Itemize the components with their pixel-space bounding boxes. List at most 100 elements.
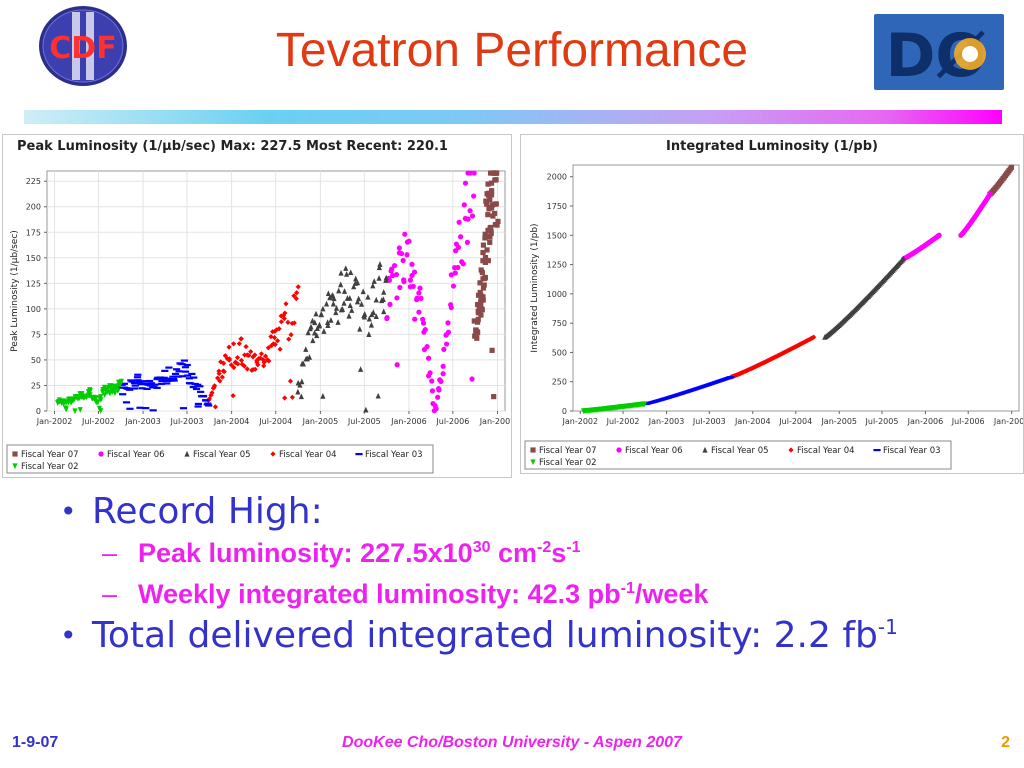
integrated-luminosity-chart: 0 250 500 750 1000 1250 1500 1750 2000 Jan-2002 Ju…: [524, 164, 1024, 470]
data-point: [98, 408, 104, 414]
data-point: [169, 375, 177, 378]
data-point: [149, 409, 157, 412]
data-point: [274, 338, 281, 344]
data-point: [429, 388, 436, 394]
y-tick-label: 175: [26, 228, 41, 237]
data-point: [477, 289, 483, 296]
data-point: [727, 376, 735, 379]
legend: Fiscal Year 07 Fiscal Year 06 Fiscal Year …: [6, 444, 434, 474]
data-point: [398, 250, 405, 257]
data-point: [184, 374, 192, 377]
data-point: [480, 249, 486, 256]
data-point: [416, 290, 422, 296]
data-point: [180, 359, 189, 362]
data-point: [377, 261, 383, 267]
data-point: [272, 328, 278, 334]
data-point: [333, 309, 339, 316]
data-point: [150, 385, 158, 388]
data-point: [268, 334, 274, 340]
legend-marker: [702, 446, 708, 453]
data-point: [381, 289, 387, 295]
data-point: [323, 300, 330, 307]
data-point: [495, 218, 501, 224]
data-point: [351, 283, 357, 290]
data-point: [394, 295, 400, 301]
legend-marker: [98, 451, 104, 457]
data-point: [118, 378, 124, 385]
data-point: [283, 301, 289, 307]
data-point: [438, 378, 444, 384]
data-point: [276, 326, 282, 332]
data-point: [424, 344, 430, 350]
data-point: [87, 392, 93, 398]
data-point: [383, 274, 389, 281]
data-point: [134, 379, 142, 382]
data-point: [183, 363, 191, 367]
legend-label: Fiscal Year 03: [365, 450, 423, 460]
data-point: [119, 393, 127, 396]
data-point: [464, 239, 471, 245]
bullet-dot: •: [60, 495, 77, 528]
data-point: [436, 386, 442, 392]
data-point: [391, 262, 398, 269]
data-point: [482, 259, 489, 265]
data-point: [440, 371, 446, 377]
peak-luminosity-chart: 0 25 50 75 100 125 150 175 200 225 Jan-2002 Jul-200…: [6, 170, 515, 474]
data-point: [288, 332, 294, 338]
data-point: [370, 282, 376, 289]
legend-box: [6, 444, 434, 474]
data-point: [493, 170, 499, 176]
data-point: [262, 353, 269, 359]
y-tick-label: 1750: [547, 202, 567, 211]
y-tick-label: 250: [552, 378, 567, 387]
data-point: [212, 404, 219, 410]
y-tick-label: 500: [552, 348, 567, 357]
data-point: [433, 406, 439, 412]
data-point: [161, 369, 169, 372]
data-point: [455, 244, 462, 251]
data-point: [199, 395, 207, 398]
data-point: [205, 404, 213, 407]
data-point: [173, 368, 181, 371]
x-tick-label: Jan-2005: [302, 417, 339, 426]
legend-label: Fiscal Year 04: [279, 450, 337, 460]
bullet-sup: -1: [877, 615, 898, 640]
data-point: [489, 347, 495, 353]
y-tick-label: 225: [26, 177, 41, 186]
bullet-list: • Record High: – Peak luminosity: 227.5x1…: [60, 490, 1000, 657]
data-point: [303, 346, 309, 352]
legend-marker: [873, 449, 881, 452]
data-point: [987, 191, 993, 197]
y-tick-label: 150: [26, 254, 41, 263]
data-point: [134, 373, 142, 376]
data-point: [362, 311, 368, 317]
data-point: [305, 329, 311, 336]
data-point: [493, 201, 499, 207]
data-point: [488, 205, 495, 211]
data-point: [393, 271, 400, 278]
data-point: [295, 388, 301, 395]
data-point: [386, 277, 393, 283]
data-point: [209, 390, 215, 396]
x-tick-label: Jan-2005: [820, 417, 857, 426]
data-point: [479, 307, 485, 313]
data-point: [475, 319, 481, 325]
bullet-text: Total delivered integrated luminosity: 2…: [92, 615, 878, 657]
data-point: [325, 322, 331, 328]
data-point: [328, 317, 334, 323]
data-point: [128, 380, 136, 383]
x-tick-label: Jan-2004: [734, 417, 771, 426]
data-point: [316, 322, 322, 329]
data-point: [491, 394, 497, 400]
x-tick-label: Jan-2006: [907, 417, 944, 426]
data-point: [347, 302, 353, 309]
data-point: [484, 198, 490, 204]
data-point: [310, 337, 316, 344]
slide-title: Tevatron Performance: [275, 24, 749, 77]
data-point: [242, 352, 248, 358]
data-point: [72, 408, 78, 415]
data-point: [238, 336, 244, 342]
data-point: [462, 180, 469, 186]
x-tick-label: Jul-2005: [347, 417, 381, 426]
data-point: [235, 361, 241, 367]
